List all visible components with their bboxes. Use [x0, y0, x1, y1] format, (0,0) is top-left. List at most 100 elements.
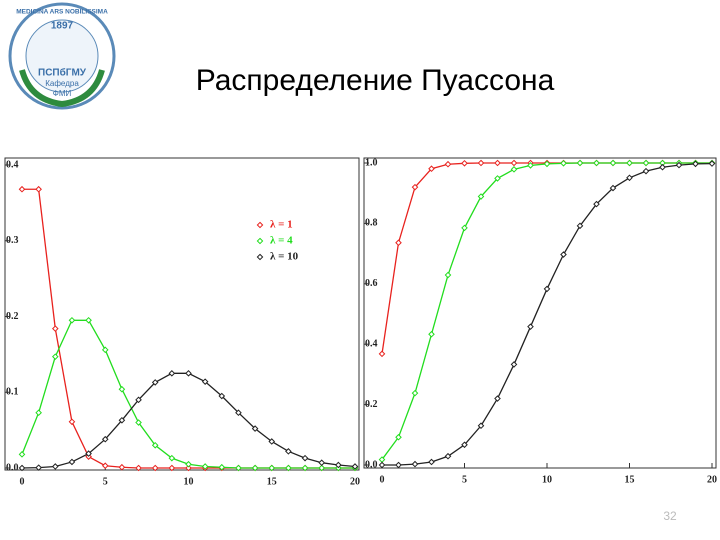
data-point — [477, 422, 485, 430]
plot-frame — [363, 157, 717, 469]
y-tick-label: 0.2 — [365, 399, 378, 410]
data-point — [708, 160, 716, 167]
data-point — [395, 433, 402, 441]
data-point — [135, 396, 142, 404]
series-line — [381, 162, 712, 354]
data-point — [411, 389, 419, 397]
data-point — [151, 464, 159, 472]
data-point — [510, 159, 518, 167]
data-point — [101, 462, 109, 470]
data-point — [642, 167, 650, 175]
data-point — [378, 350, 386, 358]
data-point — [461, 224, 468, 232]
data-point — [543, 160, 551, 168]
data-point — [461, 159, 468, 167]
data-point — [285, 464, 292, 472]
data-point — [477, 159, 485, 167]
data-point — [444, 271, 452, 279]
y-tick-label: 0.0 — [6, 462, 19, 473]
data-point — [659, 163, 666, 171]
data-point — [251, 464, 259, 472]
data-point — [351, 463, 359, 470]
data-point — [85, 450, 92, 457]
data-point — [51, 325, 59, 332]
data-point — [235, 464, 242, 472]
data-point — [285, 448, 292, 455]
data-point — [527, 162, 534, 169]
series-line — [22, 188, 355, 469]
y-tick-label: 0.4 — [6, 159, 19, 170]
data-point — [118, 385, 126, 393]
data-point — [560, 159, 567, 167]
data-point — [560, 251, 567, 258]
logo-year: 1897 — [51, 21, 74, 32]
logo-laurel — [19, 69, 105, 108]
plot-frame — [4, 157, 360, 471]
x-tick-label: 20 — [350, 476, 360, 487]
data-point — [201, 463, 209, 470]
data-point — [675, 161, 683, 169]
data-point — [510, 166, 518, 173]
data-point — [185, 370, 192, 377]
data-point — [510, 361, 518, 368]
data-point — [609, 184, 617, 192]
data-point — [101, 346, 109, 354]
logo-name: ПСПбГМУ — [38, 67, 87, 79]
data-point — [68, 316, 76, 324]
y-tick-label: 0.6 — [365, 278, 378, 289]
legend-marker — [256, 253, 264, 261]
series-line — [382, 162, 713, 466]
data-point — [395, 239, 402, 247]
data-point — [51, 353, 59, 360]
data-point — [251, 425, 259, 432]
legend-label: λ = 10 — [270, 251, 299, 263]
y-tick-label: 0.8 — [365, 218, 378, 229]
data-point — [118, 463, 126, 471]
data-point — [461, 441, 468, 449]
data-point — [185, 464, 192, 472]
data-point — [395, 461, 402, 469]
x-tick-label: 10 — [542, 474, 552, 485]
data-point — [692, 160, 699, 168]
x-tick-label: 0 — [380, 474, 385, 485]
data-point — [428, 165, 435, 173]
data-point — [101, 435, 109, 443]
data-point — [494, 159, 501, 167]
data-point — [68, 458, 76, 466]
data-point — [218, 392, 226, 400]
data-point — [51, 463, 59, 470]
data-point — [85, 316, 92, 324]
data-point — [626, 174, 633, 182]
logo: MEDICINA ARS NOBILISSIMA 1897 ПСПбГМУ Ка… — [8, 2, 116, 110]
data-point — [201, 378, 209, 385]
y-tick-label: 0.2 — [6, 311, 19, 322]
data-point — [477, 193, 485, 200]
y-tick-label: 0.3 — [6, 235, 19, 246]
data-point — [268, 464, 276, 472]
y-tick-label: 0.4 — [365, 338, 378, 349]
data-point — [168, 454, 176, 462]
data-point — [35, 409, 42, 417]
data-point — [301, 464, 309, 472]
data-point — [118, 416, 126, 424]
data-point — [18, 464, 26, 472]
slide-title: Распределение Пуассона — [196, 64, 555, 97]
data-point — [35, 185, 42, 193]
legend-marker — [256, 221, 264, 229]
data-point — [135, 464, 142, 472]
data-point — [444, 160, 452, 168]
logo-motto: MEDICINA ARS NOBILISSIMA — [16, 9, 108, 16]
x-tick-label: 10 — [184, 476, 194, 487]
logo-inner — [25, 19, 99, 93]
x-tick-label: 15 — [625, 474, 635, 485]
legend-label: λ = 4 — [270, 235, 293, 247]
data-point — [35, 464, 42, 471]
data-point — [318, 464, 326, 472]
data-point — [543, 285, 551, 293]
x-tick-label: 5 — [103, 476, 108, 487]
legend-marker — [256, 237, 264, 245]
data-point — [18, 451, 26, 458]
data-point — [411, 183, 419, 191]
